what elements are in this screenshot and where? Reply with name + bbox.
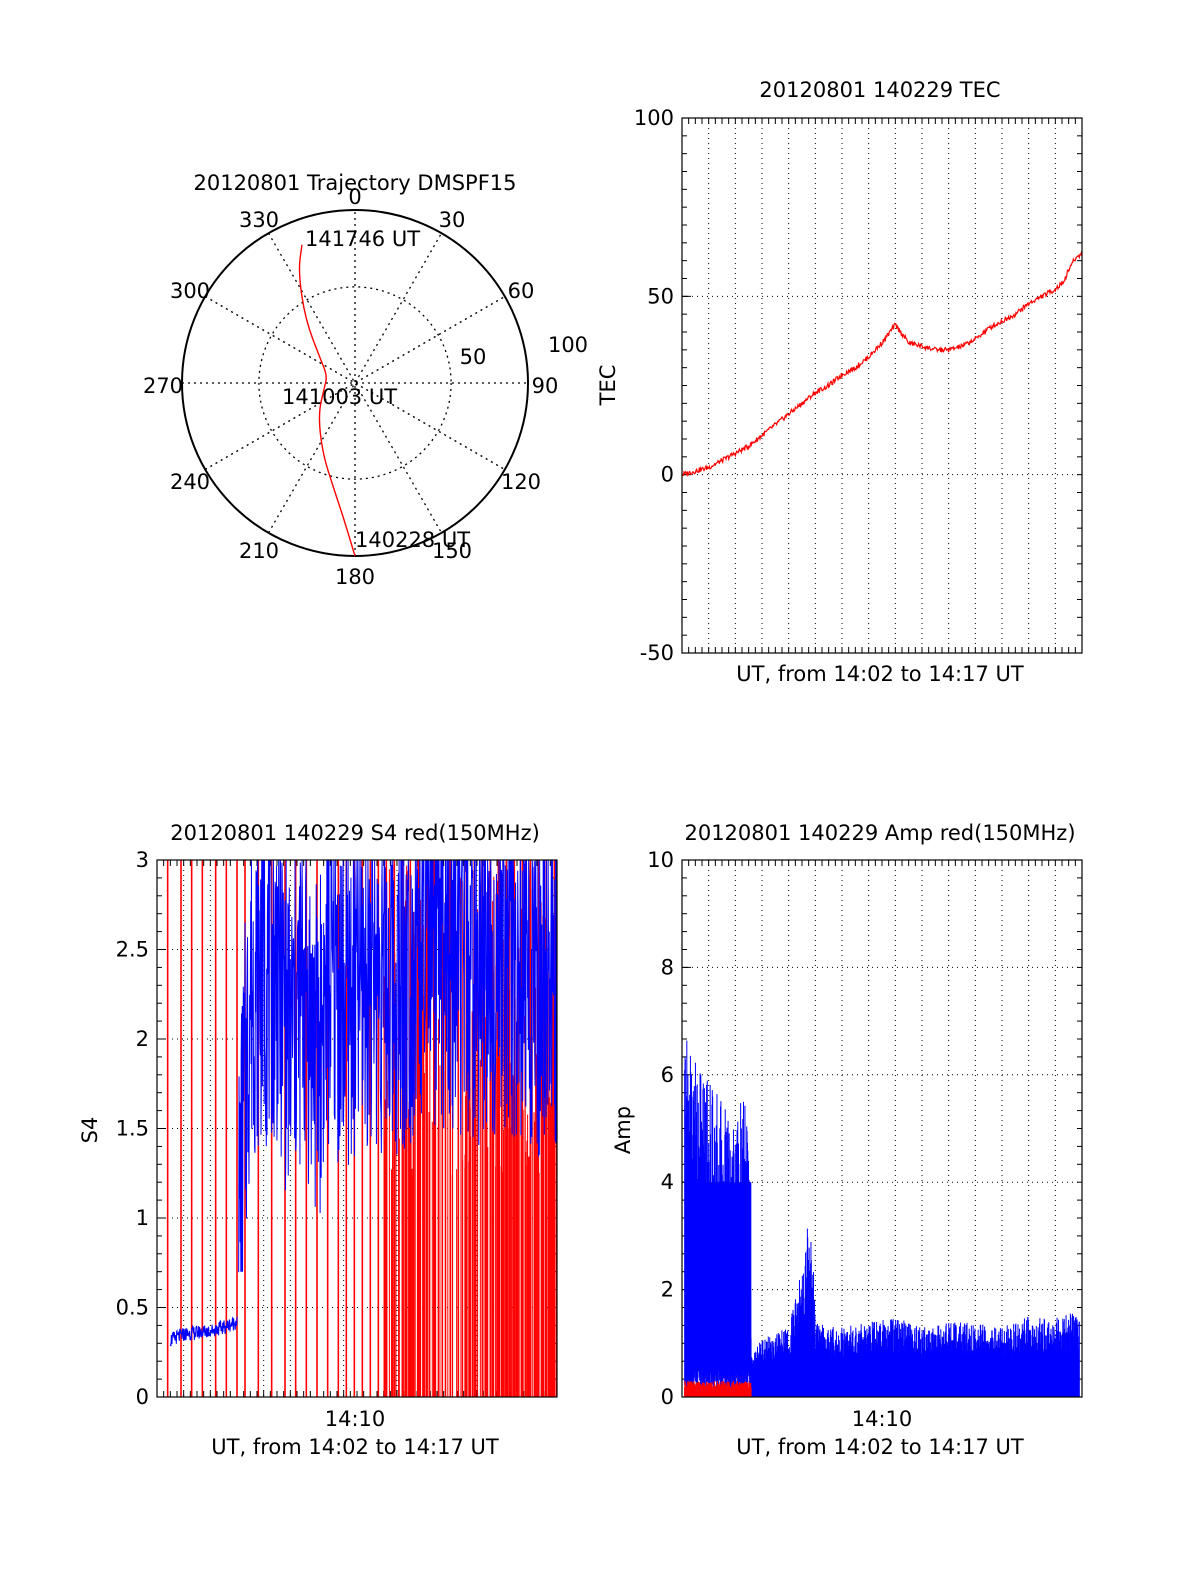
- y-tick-label: 2: [661, 1278, 674, 1302]
- radius-label: 100: [548, 333, 588, 357]
- azimuth-label: 30: [439, 208, 466, 232]
- y-tick-label: 100: [634, 106, 674, 130]
- y-tick-label: 10: [647, 848, 674, 872]
- y-tick-label: 0: [661, 1385, 674, 1409]
- y-tick-label: 2: [136, 1027, 149, 1051]
- s4-xlabel: UT, from 14:02 to 14:17 UT: [211, 1435, 499, 1459]
- y-tick-label: -50: [640, 641, 674, 665]
- azimuth-label: 330: [239, 208, 279, 232]
- y-tick-label: 0: [661, 463, 674, 487]
- azimuth-label: 300: [170, 279, 210, 303]
- polar-grid-spoke: [267, 232, 443, 534]
- azimuth-label: 0: [348, 185, 361, 209]
- y-tick-label: 0.5: [116, 1296, 149, 1320]
- azimuth-label: 270: [143, 374, 183, 398]
- plot-frame: [156, 859, 558, 1398]
- s4-blue-series-low: [169, 1316, 238, 1347]
- amp-xtick-label: 14:10: [852, 1407, 913, 1431]
- plot-frame: [681, 859, 1083, 1398]
- trajectory-time-label: 140228 UT: [355, 528, 470, 552]
- y-tick-label: 4: [661, 1170, 674, 1194]
- y-tick-label: 8: [661, 955, 674, 979]
- s4-title: 20120801 140229 S4 red(150MHz): [170, 821, 540, 845]
- amp-blue-dense-region: [684, 1182, 752, 1371]
- azimuth-label: 240: [170, 470, 210, 494]
- tec-plot: 100 50 0 -50: [634, 106, 1083, 665]
- polar-plot: 0 30 60 90 120 150 180 210 240 270 300 330 50 100 1417…: [143, 185, 588, 589]
- trajectory-time-label: 141003 UT: [282, 385, 397, 409]
- s4-plot: 3 2.5 2 1.5 1 0.5 0: [116, 848, 558, 1409]
- y-tick-label: 6: [661, 1063, 674, 1087]
- amp-title: 20120801 140229 Amp red(150MHz): [684, 821, 1075, 845]
- amp-ylabel: Amp: [611, 1106, 635, 1154]
- polar-panel: 20120801 Trajectory DMSPF15 0 30 60 90 120 15…: [143, 171, 588, 589]
- radius-label: 50: [460, 345, 487, 369]
- y-tick-label: 0: [136, 1385, 149, 1409]
- y-tick-label: 2.5: [116, 938, 149, 962]
- azimuth-label: 180: [335, 565, 375, 589]
- polar-grid-spoke: [204, 295, 506, 471]
- amp-panel: 20120801 140229 Amp red(150MHz) Amp 14:1…: [611, 821, 1083, 1459]
- y-tick-label: 3: [136, 848, 149, 872]
- polar-grid-ring: [258, 286, 452, 480]
- polar-title: 20120801 Trajectory DMSPF15: [193, 171, 516, 195]
- amp-plot: 10 8 6 4 2 0: [647, 848, 1083, 1409]
- s4-blue-series-high: [238, 859, 558, 1273]
- azimuth-label: 150: [432, 539, 472, 563]
- amp-xlabel: UT, from 14:02 to 14:17 UT: [736, 1435, 1024, 1459]
- trajectory-time-label: 141746 UT: [305, 227, 420, 251]
- polar-grid-spoke: [204, 295, 506, 471]
- tec-panel: 20120801 140229 TEC TEC UT, from 14:02 t…: [596, 78, 1083, 686]
- s4-panel: 20120801 140229 S4 red(150MHz) S4 14:10 …: [78, 821, 558, 1459]
- y-tick-label: 1.5: [116, 1117, 149, 1141]
- tec-series-line: [681, 250, 1083, 478]
- azimuth-label: 90: [532, 374, 559, 398]
- tec-ylabel: TEC: [596, 365, 620, 407]
- y-tick-label: 50: [647, 284, 674, 308]
- s4-ylabel: S4: [78, 1117, 102, 1144]
- azimuth-label: 120: [501, 470, 541, 494]
- tec-xlabel: UT, from 14:02 to 14:17 UT: [736, 662, 1024, 686]
- polar-grid-spoke: [267, 232, 443, 534]
- tec-title: 20120801 140229 TEC: [759, 78, 1000, 102]
- trajectory-line: [298, 244, 356, 557]
- azimuth-label: 60: [508, 279, 535, 303]
- y-tick-label: 1: [136, 1206, 149, 1230]
- plot-frame: [681, 117, 1083, 654]
- azimuth-label: 210: [239, 539, 279, 563]
- s4-xtick-label: 14:10: [325, 1407, 386, 1431]
